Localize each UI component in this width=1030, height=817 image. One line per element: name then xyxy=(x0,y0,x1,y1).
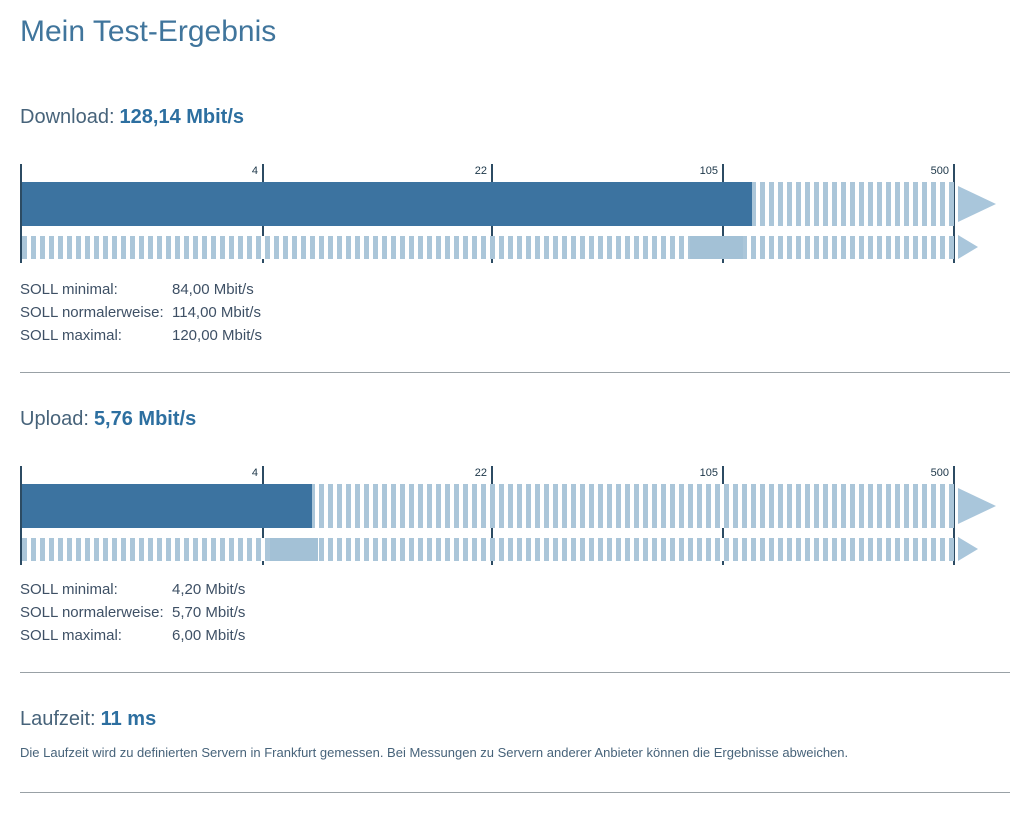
download-soll-table: SOLL minimal: 84,00 Mbit/s SOLL normaler… xyxy=(20,278,1010,347)
upload-heading-label: Upload: xyxy=(20,408,89,430)
download-heading-label: Download: xyxy=(20,106,115,128)
scale-tick-label: 4 xyxy=(251,467,258,479)
upload-section: Upload: 5,76 Mbit/s 4 22 105 500 SOLL minima… xyxy=(20,406,1010,647)
soll-row: SOLL minimal: 4,20 Mbit/s xyxy=(20,578,1010,601)
scale-tick-label: 22 xyxy=(474,467,487,479)
expected-range-band xyxy=(690,236,743,259)
overflow-arrow-icon xyxy=(958,186,996,222)
soll-maximal-label: SOLL maximal: xyxy=(20,627,122,644)
scale-tick-label: 105 xyxy=(699,165,718,177)
scale-tick-label: 500 xyxy=(930,165,949,177)
soll-minimal-value: 84,00 Mbit/s xyxy=(172,281,254,298)
soll-row: SOLL maximal: 120,00 Mbit/s xyxy=(20,324,1010,347)
laufzeit-note: Die Laufzeit wird zu definierten Servern… xyxy=(20,745,849,760)
soll-normal-value: 5,70 Mbit/s xyxy=(172,604,246,621)
download-gauge-chart: 4 22 105 500 xyxy=(20,164,1010,264)
scale-origin-tick xyxy=(20,466,22,565)
measured-value-bar xyxy=(22,484,312,528)
soll-normal-label: SOLL normalerweise: xyxy=(20,304,164,321)
soll-maximal-label: SOLL maximal: xyxy=(20,327,122,344)
upload-gauge-chart: 4 22 105 500 xyxy=(20,466,1010,566)
download-section: Download: 128,14 Mbit/s 4 22 105 500 SOLL mi… xyxy=(20,104,1010,347)
laufzeit-heading: Laufzeit: 11 ms xyxy=(20,706,1010,732)
expected-track xyxy=(22,538,954,561)
soll-row: SOLL maximal: 6,00 Mbit/s xyxy=(20,624,1010,647)
upload-soll-table: SOLL minimal: 4,20 Mbit/s SOLL normalerw… xyxy=(20,578,1010,647)
section-divider xyxy=(20,672,1010,673)
soll-row: SOLL minimal: 84,00 Mbit/s xyxy=(20,278,1010,301)
upload-heading-value: 5,76 Mbit/s xyxy=(93,408,197,430)
expected-range-band xyxy=(270,538,318,561)
scale-tick-label: 4 xyxy=(251,165,258,177)
scale-track xyxy=(22,484,954,528)
scale-track xyxy=(22,182,954,226)
laufzeit-section: Laufzeit: 11 ms Die Laufzeit wird zu defi… xyxy=(20,706,1010,760)
overflow-arrow-small-icon xyxy=(958,235,978,259)
scale-tick xyxy=(953,466,955,565)
soll-row: SOLL normalerweise: 5,70 Mbit/s xyxy=(20,601,1010,624)
scale-tick xyxy=(953,164,955,263)
soll-minimal-value: 4,20 Mbit/s xyxy=(172,581,246,598)
laufzeit-heading-value: 11 ms xyxy=(100,708,157,730)
soll-maximal-value: 120,00 Mbit/s xyxy=(172,327,263,344)
soll-normal-label: SOLL normalerweise: xyxy=(20,604,164,621)
soll-row: SOLL normalerweise: 114,00 Mbit/s xyxy=(20,301,1010,324)
expected-track xyxy=(22,236,954,259)
scale-origin-tick xyxy=(20,164,22,263)
upload-heading: Upload: 5,76 Mbit/s xyxy=(20,406,1010,432)
download-heading-value: 128,14 Mbit/s xyxy=(119,106,245,128)
soll-minimal-label: SOLL minimal: xyxy=(20,581,118,598)
overflow-arrow-small-icon xyxy=(958,537,978,561)
soll-maximal-value: 6,00 Mbit/s xyxy=(172,627,246,644)
overflow-arrow-icon xyxy=(958,488,996,524)
scale-tick-label: 500 xyxy=(930,467,949,479)
section-divider xyxy=(20,792,1010,793)
soll-minimal-label: SOLL minimal: xyxy=(20,281,118,298)
section-divider xyxy=(20,372,1010,373)
scale-tick-label: 22 xyxy=(474,165,487,177)
laufzeit-heading-label: Laufzeit: xyxy=(20,708,96,730)
soll-normal-value: 114,00 Mbit/s xyxy=(172,304,261,321)
page-title: Mein Test-Ergebnis xyxy=(20,15,277,48)
download-heading: Download: 128,14 Mbit/s xyxy=(20,104,1010,130)
measured-value-bar xyxy=(22,182,752,226)
scale-tick-label: 105 xyxy=(699,467,718,479)
